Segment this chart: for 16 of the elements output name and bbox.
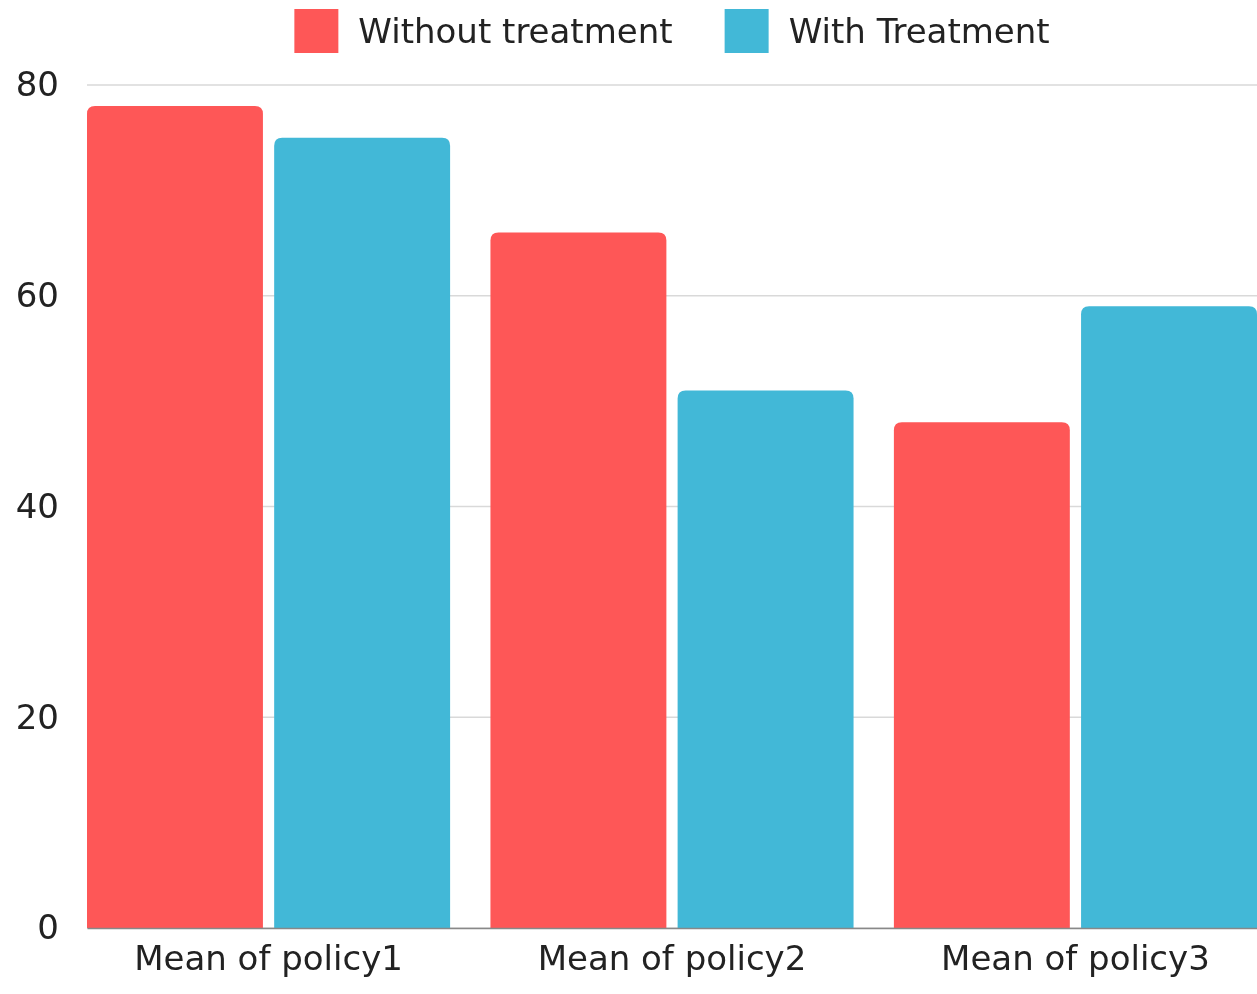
y-tick-label: 80 <box>15 64 59 105</box>
y-tick-label: 20 <box>15 696 59 737</box>
bar <box>893 422 1070 928</box>
x-tick-label: Mean of policy3 <box>941 938 1210 979</box>
y-tick-label: 40 <box>15 485 59 526</box>
legend-label: Without treatment <box>358 11 673 51</box>
bar <box>1081 306 1257 928</box>
bar <box>677 390 854 928</box>
x-tick-label: Mean of policy2 <box>537 938 807 979</box>
legend-label: With Treatment <box>788 11 1050 51</box>
bar <box>87 106 263 928</box>
bar <box>274 137 451 928</box>
x-tick-label: Mean of policy1 <box>134 938 403 979</box>
bar <box>490 232 667 928</box>
y-tick-label: 0 <box>37 907 59 948</box>
y-tick-label: 60 <box>15 275 59 316</box>
